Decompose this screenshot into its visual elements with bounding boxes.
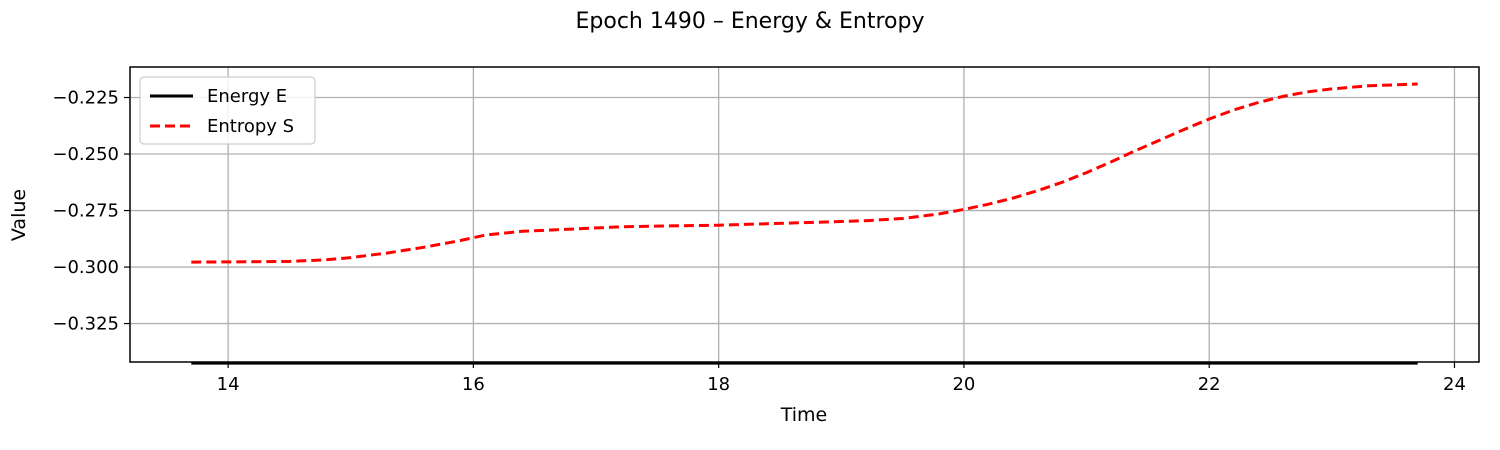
y-tick-label: −0.300: [52, 257, 119, 278]
x-axis-label: Time: [780, 404, 828, 426]
x-tick-label: 20: [952, 374, 975, 395]
x-tick-label: 18: [707, 374, 730, 395]
grid-lines: [130, 67, 1479, 362]
x-axis-ticks: 14 16 18 20 22 24: [217, 362, 1466, 395]
y-tick-label: −0.250: [52, 144, 119, 165]
y-axis-ticks: −0.325 −0.300 −0.275 −0.250 −0.225: [52, 88, 130, 335]
legend-label-energy-e: Energy E: [207, 86, 287, 107]
y-tick-label: −0.325: [52, 314, 119, 335]
x-tick-label: 16: [462, 374, 485, 395]
plot-area: [130, 67, 1479, 362]
plot-frame: [129, 66, 1480, 363]
x-tick-label: 24: [1443, 374, 1466, 395]
series-line-entropy-s: [191, 82, 1418, 264]
legend: Energy E Entropy S: [139, 76, 316, 145]
series-lines: [191, 82, 1418, 365]
x-tick-label: 14: [217, 374, 240, 395]
y-axis-label: Value: [8, 189, 30, 241]
y-tick-label: −0.275: [52, 201, 119, 222]
y-tick-label: −0.225: [52, 88, 119, 109]
legend-label-entropy-s: Entropy S: [207, 116, 294, 137]
chart-title: Epoch 1490 – Energy & Entropy: [576, 9, 925, 34]
x-tick-label: 22: [1198, 374, 1221, 395]
